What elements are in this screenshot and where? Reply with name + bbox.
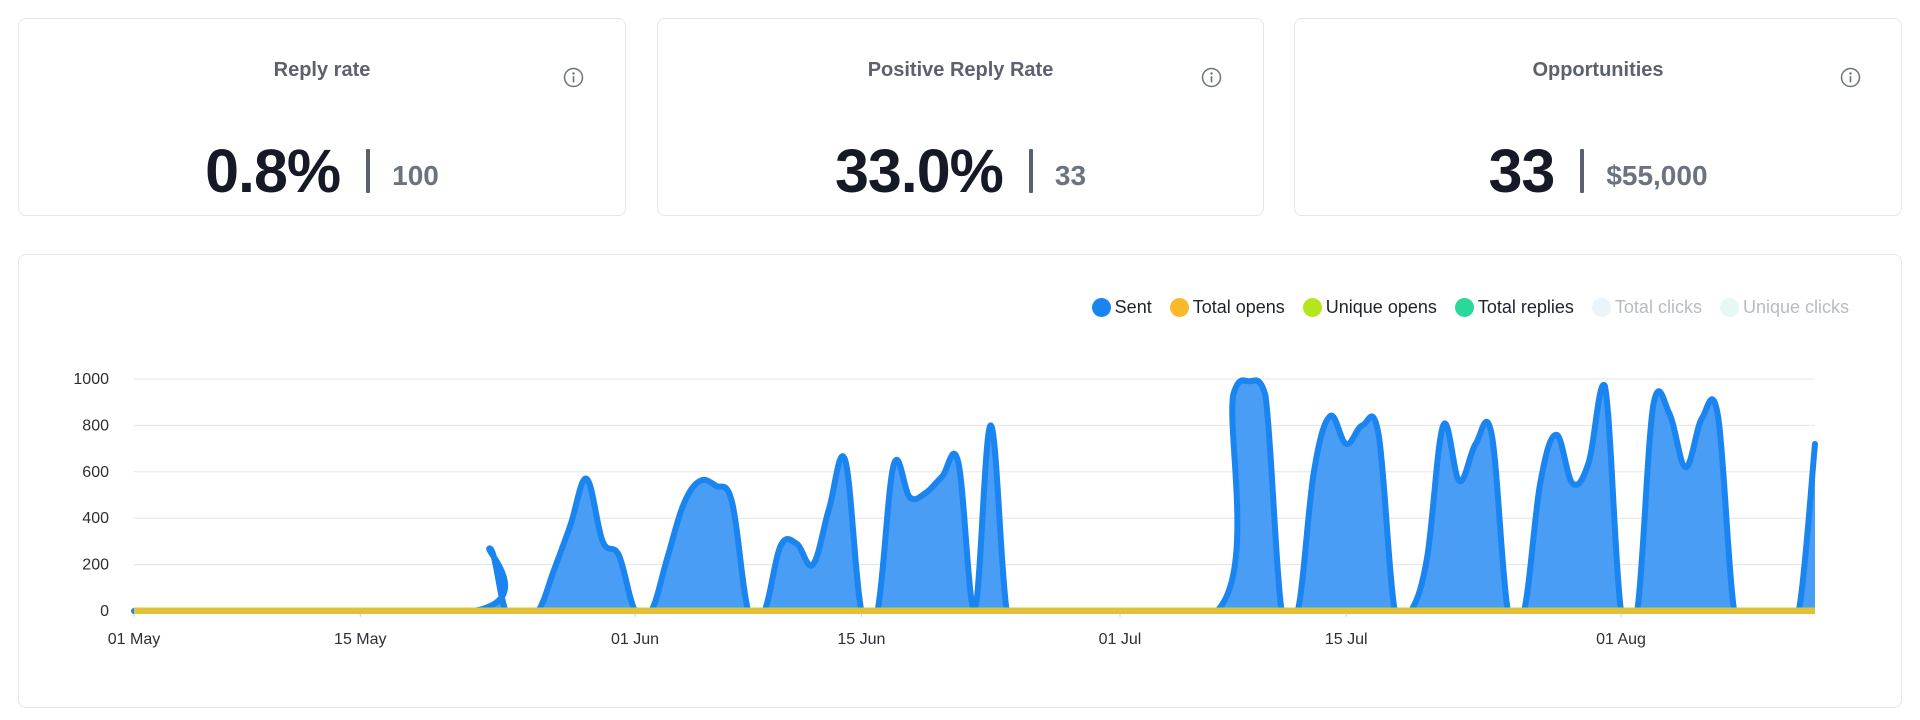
stat-value: 0.8% — [205, 137, 341, 205]
x-tick-label: 01 May — [108, 631, 160, 648]
legend-dot — [1719, 297, 1739, 317]
legend-dot — [1302, 297, 1322, 317]
info-icon[interactable] — [1840, 67, 1861, 88]
stat-subvalue: 33 — [1054, 160, 1087, 191]
stat-value: 33.0% — [834, 137, 1004, 205]
y-tick-label: 0 — [100, 603, 109, 620]
stat-subvalue: 100 — [392, 160, 439, 191]
legend-dot — [1454, 297, 1474, 317]
stat-values: 33 $55,000 — [1295, 131, 1901, 211]
stat-title: Reply rate — [273, 59, 371, 81]
x-tick-label: 15 Jun — [837, 631, 885, 648]
stat-divider — [366, 149, 371, 193]
area-chart: 0 200 400 600 800 1000 01 May 15 May 01 Jun 15 Ju… — [73, 371, 1818, 648]
x-tick-label: 15 May — [334, 631, 386, 648]
legend-dot — [1091, 297, 1111, 317]
y-tick-label: 600 — [82, 464, 109, 481]
legend-item-total-clicks[interactable]: Total clicks — [1591, 296, 1702, 318]
legend-item-unique-opens[interactable]: Unique opens — [1302, 296, 1437, 318]
stat-value: 33 — [1488, 137, 1555, 205]
y-tick-label: 1000 — [73, 371, 109, 388]
sent-line — [131, 377, 1818, 614]
stat-card-positive-reply-rate: Positive Reply Rate 33.0% 33 — [657, 18, 1264, 216]
x-tick-label: 01 Aug — [1596, 631, 1646, 648]
stat-values: 0.8% 100 — [19, 131, 625, 211]
chart-legend: Sent Total opens Unique opens Total repl… — [1074, 295, 1849, 319]
stat-divider — [1028, 149, 1033, 193]
x-tick-label: 15 Jul — [1325, 631, 1368, 648]
legend-item-sent[interactable]: Sent — [1091, 296, 1152, 318]
legend-label: Sent — [1114, 296, 1152, 317]
stat-title: Opportunities — [1532, 59, 1664, 81]
y-tick-label: 400 — [82, 510, 109, 527]
legend-label: Total opens — [1192, 296, 1285, 317]
stat-divider — [1580, 149, 1585, 193]
info-icon[interactable] — [1201, 67, 1222, 88]
legend-label: Total clicks — [1614, 296, 1702, 317]
legend-label: Unique clicks — [1742, 296, 1849, 317]
legend-dot — [1169, 297, 1189, 317]
legend-label: Total replies — [1477, 296, 1574, 317]
stat-card-opportunities: Opportunities 33 $55,000 — [1294, 18, 1902, 216]
x-tick-label: 01 Jul — [1099, 631, 1142, 648]
x-tick-label: 01 Jun — [611, 631, 659, 648]
legend-item-total-opens[interactable]: Total opens — [1169, 296, 1285, 318]
stat-card-reply-rate: Reply rate 0.8% 100 — [18, 18, 626, 216]
chart-card: Sent Total opens Unique opens Total repl… — [18, 254, 1902, 708]
legend-label: Unique opens — [1325, 296, 1437, 317]
stat-title: Positive Reply Rate — [867, 59, 1054, 81]
legend-item-total-replies[interactable]: Total replies — [1454, 296, 1574, 318]
stat-values: 33.0% 33 — [658, 131, 1263, 211]
info-icon[interactable] — [563, 67, 584, 88]
y-tick-label: 800 — [82, 417, 109, 434]
legend-item-unique-clicks[interactable]: Unique clicks — [1719, 296, 1849, 318]
y-tick-label: 200 — [82, 557, 109, 574]
legend-dot — [1591, 297, 1611, 317]
sent-area — [134, 380, 1815, 611]
stat-subvalue: $55,000 — [1606, 160, 1708, 191]
